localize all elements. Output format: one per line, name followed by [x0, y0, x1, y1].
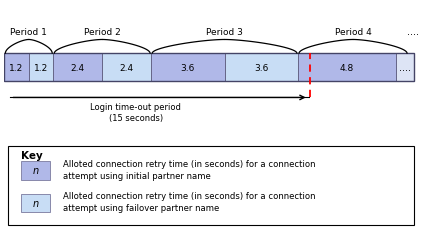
- FancyBboxPatch shape: [29, 54, 53, 82]
- Text: Period 2: Period 2: [83, 28, 120, 37]
- Text: Period 4: Period 4: [334, 28, 371, 37]
- Text: Alloted connection retry time (in seconds) for a connection
attempt using initia: Alloted connection retry time (in second…: [63, 159, 315, 180]
- Text: ....: ....: [406, 27, 418, 37]
- FancyBboxPatch shape: [297, 54, 395, 82]
- FancyBboxPatch shape: [395, 54, 413, 82]
- Text: Login time-out period
(15 seconds): Login time-out period (15 seconds): [90, 103, 181, 122]
- Text: 2.4: 2.4: [71, 63, 85, 72]
- Text: n: n: [33, 166, 39, 176]
- Text: 3.6: 3.6: [180, 63, 195, 72]
- FancyBboxPatch shape: [9, 147, 413, 225]
- Text: Period 1: Period 1: [10, 28, 47, 37]
- Text: Period 3: Period 3: [206, 28, 243, 37]
- FancyBboxPatch shape: [21, 194, 50, 212]
- FancyBboxPatch shape: [4, 54, 29, 82]
- Text: 1.2: 1.2: [34, 63, 48, 72]
- Text: Alloted connection retry time (in seconds) for a connection
attempt using failov: Alloted connection retry time (in second…: [63, 191, 315, 212]
- Text: 1.2: 1.2: [9, 63, 24, 72]
- FancyBboxPatch shape: [53, 54, 102, 82]
- Text: 2.4: 2.4: [120, 63, 133, 72]
- FancyBboxPatch shape: [151, 54, 224, 82]
- Text: n: n: [33, 198, 39, 208]
- Text: Key: Key: [21, 150, 43, 160]
- Text: 3.6: 3.6: [254, 63, 268, 72]
- FancyBboxPatch shape: [21, 162, 50, 180]
- FancyBboxPatch shape: [102, 54, 151, 82]
- FancyBboxPatch shape: [224, 54, 297, 82]
- Text: ....: ....: [398, 63, 410, 73]
- Text: 4.8: 4.8: [339, 63, 353, 72]
